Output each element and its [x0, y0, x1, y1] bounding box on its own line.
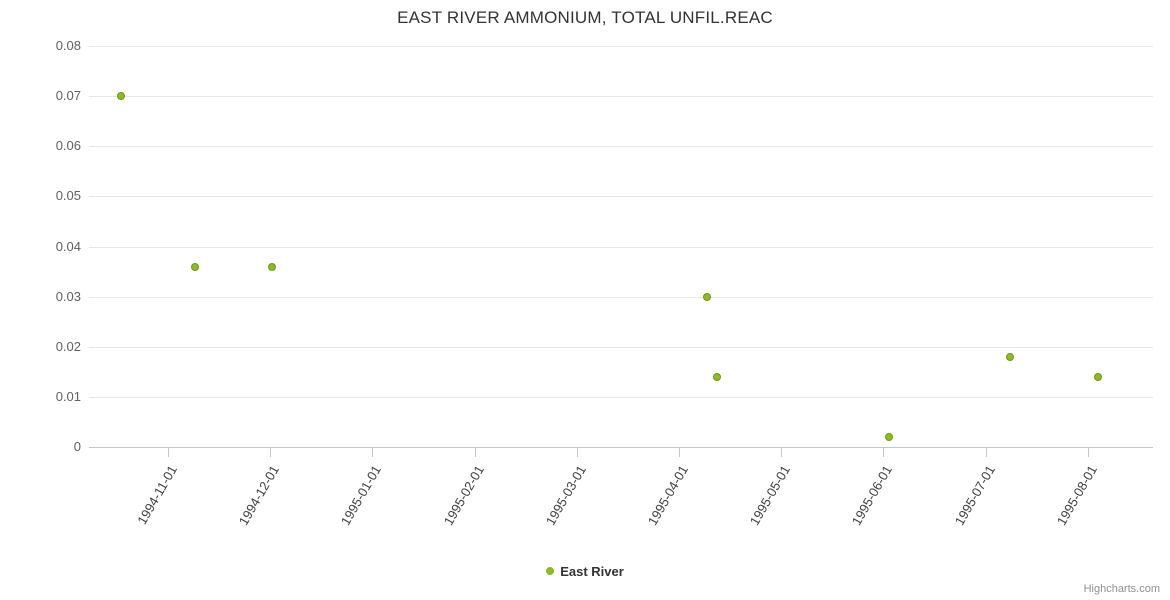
gridline [89, 196, 1153, 198]
y-axis-tick-label: 0 [73, 439, 81, 454]
x-axis-line [89, 447, 1153, 448]
x-axis-tick-mark [168, 448, 169, 457]
data-point[interactable] [1093, 372, 1102, 381]
x-axis-tick-mark [679, 448, 680, 457]
y-axis-tick-label: 0.07 [55, 88, 81, 104]
data-point[interactable] [116, 92, 125, 101]
data-point[interactable] [190, 262, 199, 271]
y-axis-tick-label: 0.01 [55, 388, 81, 404]
gridline [89, 46, 1153, 47]
legend-label: East River [560, 563, 624, 579]
x-axis-tick-mark [985, 448, 987, 457]
x-axis-tick-mark [1087, 448, 1089, 457]
y-axis-tick-label: 0.02 [55, 338, 81, 354]
gridline [89, 296, 1153, 298]
gridline [89, 146, 1153, 148]
x-axis-tick-label: 1995-02-01 [440, 462, 487, 528]
plot-area [89, 46, 1153, 447]
y-axis-tick-label: 0.06 [55, 138, 81, 154]
legend-marker-icon [546, 567, 555, 576]
x-axis-tick-mark [372, 448, 374, 457]
x-axis-tick-label: 1995-01-01 [338, 462, 385, 528]
y-axis-tick-label: 0.04 [55, 238, 81, 254]
x-axis-tick-mark [576, 448, 578, 457]
chart-title: EAST RIVER AMMONIUM, TOTAL UNFIL.REAC [397, 8, 773, 27]
data-point[interactable] [703, 292, 712, 301]
x-axis-tick-mark [781, 448, 783, 457]
x-axis-tick-label: 1995-07-01 [951, 462, 998, 528]
x-axis-tick-mark [270, 448, 272, 457]
data-point[interactable] [268, 262, 277, 271]
x-axis-tick-mark [883, 448, 885, 457]
x-axis-tick-label: 1995-04-01 [644, 462, 691, 528]
x-axis-tick-label: 1995-05-01 [746, 462, 794, 528]
gridline [89, 346, 1153, 348]
x-axis-tick-label: 1995-03-01 [542, 462, 589, 528]
data-point[interactable] [713, 372, 722, 381]
credits-label[interactable]: Highcharts.com [1083, 583, 1160, 595]
x-axis-tick-label: 1994-12-01 [235, 462, 283, 528]
gridline [89, 246, 1153, 248]
y-axis-tick-label: 0.08 [55, 38, 81, 53]
x-axis-tick-label: 1995-06-01 [849, 462, 896, 528]
gridline [89, 396, 1153, 398]
x-axis-tick-label: 1994-11-01 [134, 462, 180, 527]
y-axis-tick-label: 0.03 [55, 288, 81, 304]
y-axis-tick-label: 0.05 [55, 188, 81, 204]
data-point[interactable] [1006, 352, 1015, 361]
x-axis-tick-label: 1995-08-01 [1053, 462, 1100, 528]
x-axis-tick-mark [474, 448, 476, 457]
legend-item[interactable]: East River [546, 563, 624, 579]
gridline [89, 96, 1153, 98]
data-point[interactable] [885, 432, 893, 441]
chart-legend: East River [0, 562, 1170, 579]
